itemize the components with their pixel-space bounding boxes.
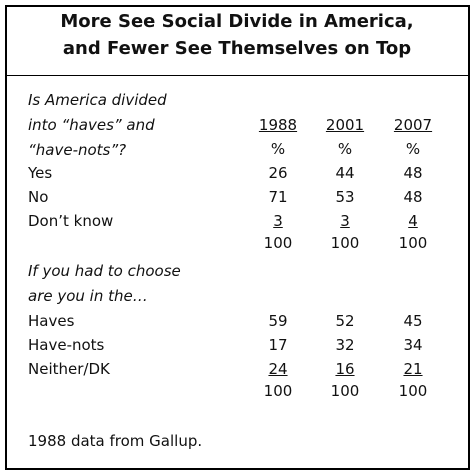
total-value: 100: [263, 234, 293, 252]
row-label: No: [28, 188, 49, 206]
column-header: 2007: [393, 116, 433, 134]
question-line: into “haves” and: [28, 116, 155, 134]
row-label: Neither/DK: [28, 360, 110, 378]
cell-value: 17: [268, 336, 288, 354]
cell-value: 53: [335, 188, 355, 206]
title-rule: [7, 75, 468, 76]
cell-value: 48: [403, 188, 423, 206]
question-line: If you had to choose: [28, 262, 181, 280]
total-value: 100: [263, 382, 293, 400]
total-value: 100: [398, 234, 428, 252]
cell-value: 21: [403, 360, 423, 378]
column-header: 1988: [258, 116, 298, 134]
total-value: 100: [330, 382, 360, 400]
row-label: Have-nots: [28, 336, 105, 354]
row-label: Yes: [28, 164, 53, 182]
row-label: Haves: [28, 312, 75, 330]
cell-value: 59: [268, 312, 288, 330]
cell-value: 44: [335, 164, 355, 182]
cell-value: 34: [403, 336, 423, 354]
question-line: Is America divided: [28, 91, 167, 109]
row-label: Don’t know: [28, 212, 114, 230]
unit-label: %: [405, 140, 421, 158]
cell-value: 3: [340, 212, 350, 230]
unit-label: %: [337, 140, 353, 158]
cell-value: 16: [335, 360, 355, 378]
cell-value: 26: [268, 164, 288, 182]
cell-value: 48: [403, 164, 423, 182]
question-line: “have-nots”?: [28, 141, 127, 159]
cell-value: 32: [335, 336, 355, 354]
title-line: and Fewer See Themselves on Top: [62, 38, 412, 59]
unit-label: %: [270, 140, 286, 158]
cell-value: 45: [403, 312, 423, 330]
column-header: 2001: [325, 116, 365, 134]
frame: [5, 5, 470, 470]
total-value: 100: [398, 382, 428, 400]
cell-value: 3: [273, 212, 283, 230]
footnote: 1988 data from Gallup.: [28, 432, 203, 450]
title-line: More See Social Divide in America,: [60, 11, 414, 32]
question-line: are you in the…: [28, 287, 148, 305]
total-value: 100: [330, 234, 360, 252]
cell-value: 4: [408, 212, 418, 230]
cell-value: 24: [268, 360, 288, 378]
cell-value: 52: [335, 312, 355, 330]
cell-value: 71: [268, 188, 288, 206]
